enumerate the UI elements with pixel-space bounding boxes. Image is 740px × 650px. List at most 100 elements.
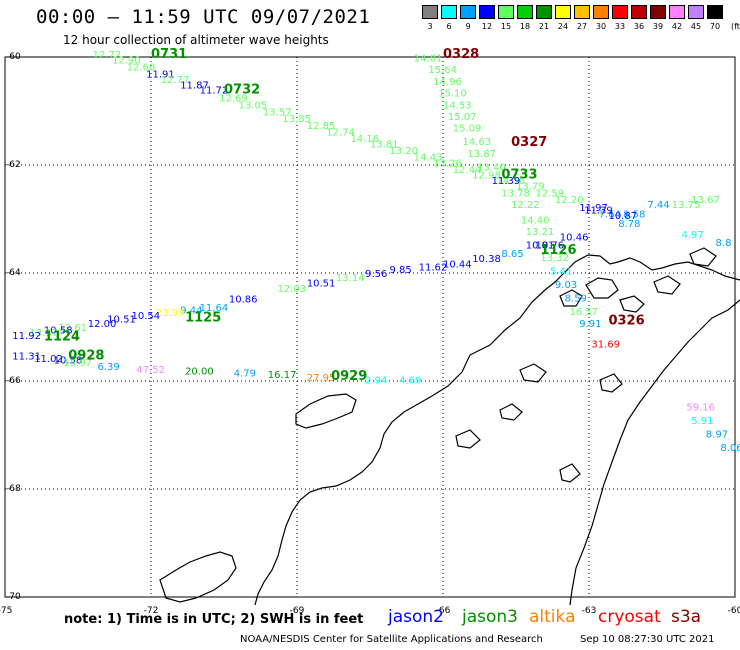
swh-value-label: 6.39 — [97, 362, 119, 373]
swh-value-label: 8.06 — [720, 443, 740, 454]
legend-entry-altika: altika — [529, 607, 576, 627]
scale-label: 70 — [709, 22, 721, 31]
lon-tick-label: -63 — [582, 606, 597, 616]
peninsula-west — [254, 354, 471, 606]
swh-value-label: 15.07 — [448, 112, 477, 123]
pass-time-label: 0731 — [151, 47, 187, 62]
peninsula-coast — [469, 254, 740, 356]
scale-swatch — [422, 5, 438, 19]
scale-swatch — [688, 5, 704, 19]
pass-time-label: 0928 — [68, 348, 104, 363]
credit-line: NOAA/NESDIS Center for Satellite Applica… — [240, 634, 543, 645]
swh-value-label: 14.53 — [443, 100, 472, 111]
swh-value-label: 8.58 — [623, 209, 645, 220]
scale-swatch — [555, 5, 571, 19]
scale-swatch — [669, 5, 685, 19]
lon-tick-label: -69 — [290, 606, 305, 616]
island-b — [559, 289, 583, 307]
scale-label: 3 — [427, 22, 433, 31]
scale-swatch — [498, 5, 514, 19]
legend-entry-cryosat: cryosat — [598, 607, 661, 627]
swh-value-label: 13.21 — [526, 227, 555, 238]
swh-value-label: 10.58 — [44, 325, 73, 336]
scale-label: 39 — [652, 22, 664, 31]
footer-note: note: 1) Time is in UTC; 2) SWH is in fe… — [64, 612, 364, 627]
scale-swatch — [707, 5, 723, 19]
swh-value-label: 20.00 — [185, 367, 214, 378]
swh-value-label: 13.85 — [282, 114, 311, 125]
swh-value-label: 13.79 — [516, 181, 545, 192]
swh-value-label: 8.65 — [501, 249, 523, 260]
legend-entry-jason3: jason3 — [462, 607, 518, 627]
swh-value-label: 23.99 — [156, 308, 185, 319]
swh-value-label: 10.87 — [608, 211, 637, 222]
swh-value-label: 11.02 — [34, 354, 63, 365]
island-i — [599, 373, 623, 393]
lat-tick-label: -70 — [6, 592, 21, 602]
swh-value-label: 14.36 — [497, 176, 526, 187]
swh-value-label: 10.54 — [132, 311, 161, 322]
swh-value-label: 10.51 — [307, 279, 336, 290]
scale-label: 45 — [690, 22, 702, 31]
swh-value-label: 11.39 — [492, 176, 521, 187]
pass-time-label: 1124 — [44, 330, 80, 345]
lon-tick-label: -75 — [0, 606, 12, 616]
island-a — [585, 277, 619, 299]
swh-value-label: 13.37 — [29, 328, 58, 339]
swh-value-label: 7.64 — [599, 209, 621, 220]
swh-value-label: 14.43 — [414, 153, 443, 164]
swh-value-label: 12.90 — [112, 55, 141, 66]
peninsula-east — [569, 299, 740, 606]
scale-label: 12 — [481, 22, 493, 31]
swh-value-label: 12.77 — [161, 75, 190, 86]
swh-value-label: 12.69 — [219, 93, 248, 104]
pass-time-label: 1125 — [185, 311, 221, 326]
swh-value-label: 11.91 — [146, 70, 175, 81]
swh-value-label: 47.52 — [136, 365, 165, 376]
lat-tick-label: -66 — [6, 376, 21, 386]
swh-value-label: 9.44 — [180, 306, 202, 317]
pass-time-label: 0733 — [501, 168, 537, 183]
swh-value-label: 13.87 — [467, 149, 496, 160]
swh-value-label: 12.74 — [326, 127, 355, 138]
swh-value-label: 11.92 — [12, 331, 41, 342]
swh-value-label: 11.87 — [180, 80, 209, 91]
scale-label: 6 — [446, 22, 452, 31]
pass-time-label: 0929 — [331, 369, 367, 384]
swh-value-label: 9.56 — [365, 269, 387, 280]
lat-tick-label: -64 — [6, 268, 21, 278]
swh-value-label: 15.97 — [63, 358, 92, 369]
swh-value-label: 13.40 — [477, 162, 506, 173]
swh-value-label: 14.63 — [462, 137, 491, 148]
scale-label: 18 — [519, 22, 531, 31]
island-d — [653, 275, 681, 295]
swh-value-label: 10.86 — [229, 295, 258, 306]
map-frame — [4, 56, 736, 598]
swh-value-label: 15.09 — [453, 124, 482, 135]
lat-tick-label: -62 — [6, 160, 21, 170]
scale-swatch — [593, 5, 609, 19]
swh-value-label: 9.91 — [579, 319, 601, 330]
swh-value-label: 10.38 — [472, 254, 501, 265]
scale-label: 42 — [671, 22, 683, 31]
scale-label: 27 — [576, 22, 588, 31]
swh-value-label: 14.40 — [521, 215, 550, 226]
swh-value-label: 12.61 — [59, 323, 88, 334]
pass-time-label: 0326 — [608, 313, 644, 328]
swh-value-label: 31.69 — [591, 340, 620, 351]
swh-value-label: 27.95 — [307, 373, 336, 384]
swh-value-label: 10.44 — [443, 260, 472, 271]
swh-value-label: 15.10 — [438, 88, 467, 99]
swh-value-label: 12.03 — [278, 284, 307, 295]
lat-tick-label: -60 — [6, 52, 21, 62]
legend-entry-s3a: s3a — [671, 607, 702, 627]
swh-value-label: 13.32 — [540, 253, 569, 264]
alexander-island — [159, 551, 237, 603]
lon-tick-label: -60 — [728, 606, 740, 616]
swh-value-label: 10.76 — [535, 241, 564, 252]
swh-value-label: 13.14 — [336, 273, 365, 284]
pass-time-label: 1126 — [540, 243, 576, 258]
swh-value-label: 13.26 — [433, 159, 462, 170]
swh-value-label: 8.8 — [716, 238, 732, 249]
